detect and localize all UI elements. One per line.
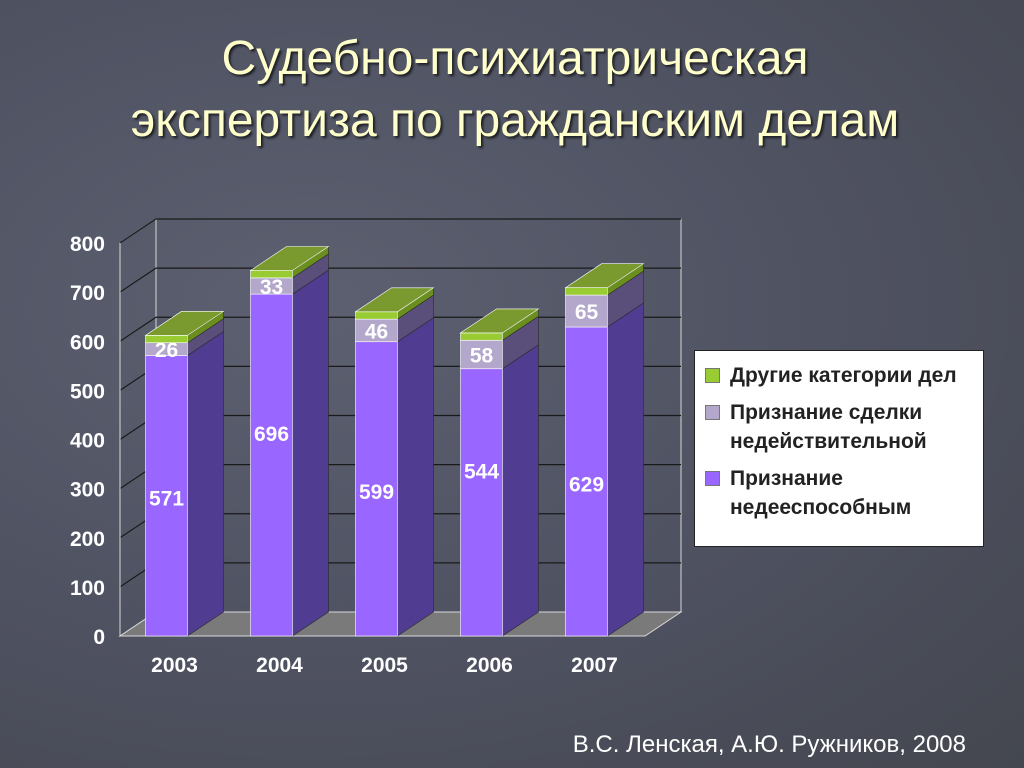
bar-segment (460, 332, 503, 341)
bar-segment (565, 287, 608, 296)
gridline (119, 218, 681, 244)
legend-item-other: Другие категории дел (705, 361, 975, 390)
page-title: Судебно-психиатрическая экспертиза по гр… (40, 28, 990, 152)
legend-swatch-other (705, 368, 720, 383)
bar-top (354, 287, 435, 313)
data-label: 33 (260, 276, 283, 299)
bar-segment (355, 311, 398, 320)
y-tick-label: 700 (70, 282, 105, 305)
bar-segment (460, 368, 503, 637)
legend-label-incapacity: Признание недееспособным (730, 467, 912, 519)
bar-side (187, 330, 224, 637)
legend-label-other: Другие категории дел (730, 364, 957, 387)
bar-segment (145, 355, 188, 637)
data-label: 65 (575, 301, 599, 324)
data-label: 599 (359, 481, 394, 504)
data-label: 58 (470, 345, 494, 368)
bar-top (249, 246, 330, 271)
legend-swatch-invalid-deal (705, 405, 720, 420)
y-tick-label: 800 (70, 233, 105, 256)
y-tick-label: 100 (70, 577, 105, 600)
legend-item-incapacity: Признание недееспособным (705, 464, 975, 522)
bar-segment (565, 294, 608, 328)
bar-side (397, 317, 434, 637)
y-tick-label: 300 (70, 479, 105, 502)
bar-segment (355, 341, 398, 637)
legend-item-invalid-deal: Признание сделки недействительной (705, 398, 975, 456)
data-label: 629 (569, 474, 604, 497)
chart-legend: Другие категории дел Признание сделки не… (694, 350, 984, 547)
data-label: 46 (365, 320, 388, 343)
gridline (119, 267, 681, 293)
bar-top (564, 263, 645, 289)
bar-side (607, 302, 644, 637)
y-tick-label: 600 (70, 331, 105, 354)
bar-side (502, 344, 539, 637)
bar-segment (460, 339, 503, 370)
legend-label-invalid-deal: Признание сделки недействительной (730, 401, 927, 453)
legend-swatch-incapacity (705, 471, 720, 486)
bar-top (459, 308, 540, 334)
bar-segment (250, 293, 293, 637)
title-line-2: экспертиза по гражданским делам (130, 94, 900, 147)
bar-side (292, 269, 329, 637)
x-tick-label: 2006 (466, 654, 513, 677)
y-tick-label: 500 (70, 380, 105, 403)
y-tick-label: 0 (93, 626, 105, 649)
author-credit: В.С. Ленская, А.Ю. Ружников, 2008 (572, 731, 966, 758)
y-tick-label: 400 (70, 430, 105, 453)
data-label: 26 (155, 339, 178, 362)
bar-top (144, 311, 225, 336)
bar-segment (565, 326, 608, 637)
data-label: 696 (254, 423, 289, 446)
data-label: 544 (464, 460, 499, 483)
x-tick-label: 2005 (361, 654, 408, 677)
y-tick-label: 200 (70, 528, 105, 551)
x-tick-label: 2003 (151, 654, 198, 677)
title-line-1: Судебно-психиатрическая (221, 32, 809, 85)
data-label: 571 (149, 488, 184, 511)
x-tick-label: 2007 (571, 654, 618, 677)
x-tick-label: 2004 (256, 654, 303, 677)
